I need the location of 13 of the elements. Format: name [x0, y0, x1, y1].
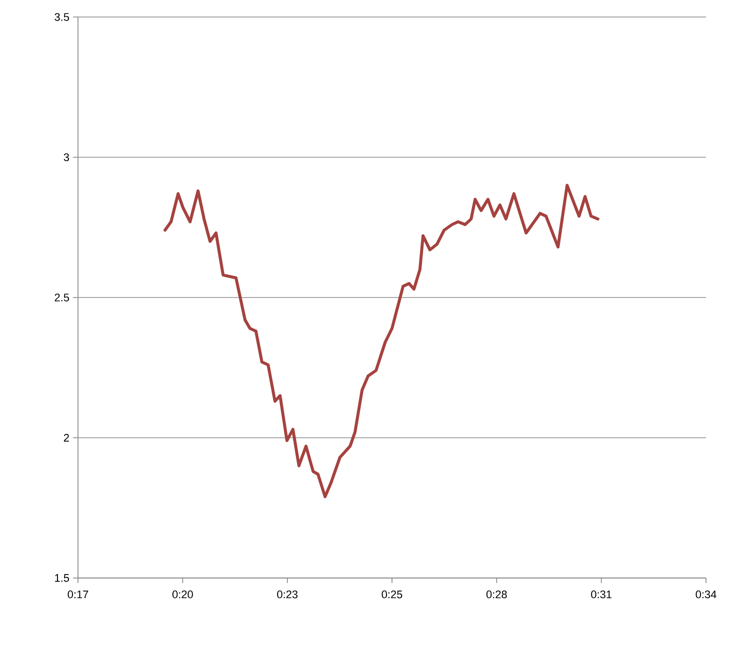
x-tick-label: 0:20	[172, 590, 193, 598]
y-tick-label: 2.5	[54, 294, 70, 302]
y-tick-label: 3.5	[54, 13, 70, 21]
x-tick-label: 0:17	[68, 590, 88, 598]
x-tick-label: 0:25	[382, 590, 402, 598]
x-tick-label: 0:28	[486, 590, 507, 598]
x-tick-label: 0:23	[277, 590, 298, 598]
x-tick-label: 0:34	[696, 590, 716, 598]
y-tick-label: 2	[64, 434, 69, 442]
line-series	[164, 184, 600, 498]
y-tick-label: 3	[64, 153, 69, 162]
y-tick-label: 1.5	[55, 574, 70, 582]
x-tick-label: 0:31	[591, 590, 612, 598]
